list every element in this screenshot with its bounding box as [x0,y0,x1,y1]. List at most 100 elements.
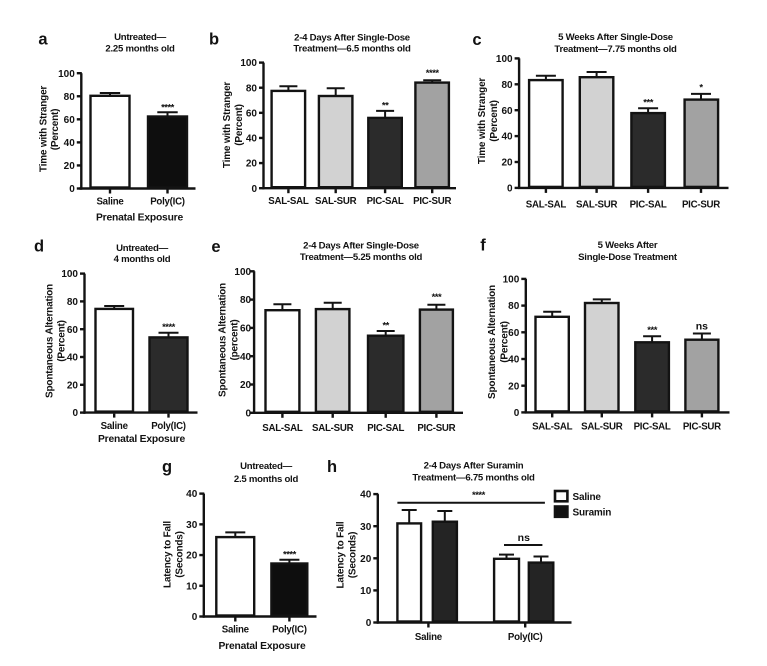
svg-text:30: 30 [186,520,198,531]
svg-text:4 months old: 4 months old [114,254,171,265]
svg-text:30: 30 [360,522,372,533]
svg-text:****: **** [162,322,176,333]
svg-text:2-4 Days After Single-Dose: 2-4 Days After Single-Dose [294,32,410,43]
svg-text:20: 20 [360,554,372,565]
svg-text:Treatment—6.75 months old: Treatment—6.75 months old [412,473,535,484]
svg-text:SAL-SUR: SAL-SUR [576,200,618,211]
svg-text:f: f [480,237,486,255]
svg-text:40: 40 [240,352,252,363]
svg-text:PIC-SAL: PIC-SAL [630,200,667,211]
svg-text:SAL-SAL: SAL-SAL [268,196,309,207]
svg-text:Saline: Saline [415,632,443,643]
svg-text:0: 0 [69,184,75,195]
svg-text:Time with Stranger: Time with Stranger [39,86,50,173]
svg-text:Prenatal Exposure: Prenatal Exposure [218,641,305,652]
svg-text:Untreated—: Untreated— [114,32,167,43]
svg-text:Time with Stranger: Time with Stranger [477,78,488,165]
svg-text:Saline: Saline [573,492,602,503]
svg-text:20: 20 [240,380,252,391]
svg-text:Time with Stranger: Time with Stranger [222,82,233,169]
svg-text:(Seconds): (Seconds) [348,532,359,579]
svg-text:d: d [34,238,44,256]
svg-text:(Percent): (Percent) [500,321,511,363]
svg-text:0: 0 [251,184,257,195]
svg-text:40: 40 [186,489,198,500]
svg-text:60: 60 [501,106,513,117]
svg-text:(Seconds): (Seconds) [175,531,186,578]
svg-text:5 Weeks After: 5 Weeks After [598,240,658,251]
svg-text:Treatment—7.75 months old: Treatment—7.75 months old [554,44,677,55]
svg-text:Untreated—: Untreated— [240,461,293,472]
svg-text:Saline: Saline [101,421,129,432]
svg-text:Latency to Fall: Latency to Fall [163,521,174,588]
svg-text:****: **** [283,550,297,561]
svg-text:****: **** [161,102,175,113]
svg-text:0: 0 [366,618,372,629]
svg-text:60: 60 [64,115,76,126]
svg-text:PIC-SUR: PIC-SUR [682,200,720,211]
svg-text:h: h [327,458,337,476]
svg-text:20: 20 [67,380,79,391]
svg-text:****: **** [426,68,440,79]
svg-text:0: 0 [246,408,252,419]
svg-text:Single-Dose Treatment: Single-Dose Treatment [578,252,678,263]
svg-text:80: 80 [240,295,252,306]
svg-text:80: 80 [67,297,79,308]
svg-text:60: 60 [240,324,252,335]
svg-text:***: *** [432,292,442,303]
svg-text:2-4 Days After Single-Dose: 2-4 Days After Single-Dose [303,240,419,251]
svg-text:Saline: Saline [222,624,250,635]
svg-text:SAL-SUR: SAL-SUR [312,423,354,434]
svg-text:80: 80 [508,301,520,312]
svg-text:20: 20 [508,381,520,392]
svg-text:b: b [209,31,219,49]
svg-text:PIC-SAL: PIC-SAL [367,423,404,434]
svg-text:100: 100 [58,69,75,80]
svg-text:Poly(IC): Poly(IC) [272,624,307,635]
svg-text:***: *** [647,325,657,336]
svg-text:20: 20 [186,551,198,562]
svg-text:60: 60 [246,108,258,119]
svg-text:SAL-SAL: SAL-SAL [262,423,303,434]
svg-text:60: 60 [508,328,520,339]
svg-text:40: 40 [360,490,372,501]
svg-text:80: 80 [64,92,76,103]
svg-text:Saline: Saline [96,197,124,208]
svg-text:40: 40 [246,134,258,145]
svg-text:SAL-SAL: SAL-SAL [526,200,567,211]
svg-text:a: a [38,31,48,49]
svg-text:0: 0 [507,184,513,195]
svg-text:PIC-SAL: PIC-SAL [634,421,671,432]
svg-text:*: * [699,82,703,93]
svg-text:0: 0 [514,408,520,419]
svg-text:c: c [472,31,481,49]
svg-text:Poly(IC): Poly(IC) [151,421,186,432]
svg-text:Treatment—6.5 months old: Treatment—6.5 months old [293,43,411,54]
svg-text:40: 40 [508,355,520,366]
svg-text:ns: ns [696,320,708,332]
svg-text:(Percent): (Percent) [234,104,245,146]
svg-text:2-4 Days After Suramin: 2-4 Days After Suramin [424,460,524,471]
svg-text:0: 0 [72,408,78,419]
svg-text:(Percent): (Percent) [489,100,500,142]
svg-text:Treatment—5.25 months old: Treatment—5.25 months old [300,252,423,263]
svg-text:0: 0 [192,612,198,623]
svg-text:80: 80 [246,83,258,94]
svg-text:100: 100 [503,275,520,286]
svg-text:Prenatal Exposure: Prenatal Exposure [96,212,183,223]
svg-text:60: 60 [67,325,79,336]
svg-text:PIC-SUR: PIC-SUR [417,423,455,434]
svg-text:**: ** [382,321,389,332]
svg-text:(Percent): (Percent) [57,320,68,362]
svg-text:2.25 months old: 2.25 months old [105,44,175,55]
svg-text:20: 20 [246,159,258,170]
svg-text:Prenatal Exposure: Prenatal Exposure [98,434,185,445]
svg-text:Spontaneous Alternation: Spontaneous Alternation [218,283,229,397]
svg-text:SAL-SUR: SAL-SUR [581,421,623,432]
svg-text:Spontaneous Alternation: Spontaneous Alternation [45,284,56,398]
svg-text:Suramin: Suramin [573,507,612,518]
svg-text:40: 40 [64,138,76,149]
svg-text:Spontaneous Alternation: Spontaneous Alternation [487,285,498,399]
svg-text:e: e [211,238,220,256]
svg-text:**: ** [382,101,389,112]
